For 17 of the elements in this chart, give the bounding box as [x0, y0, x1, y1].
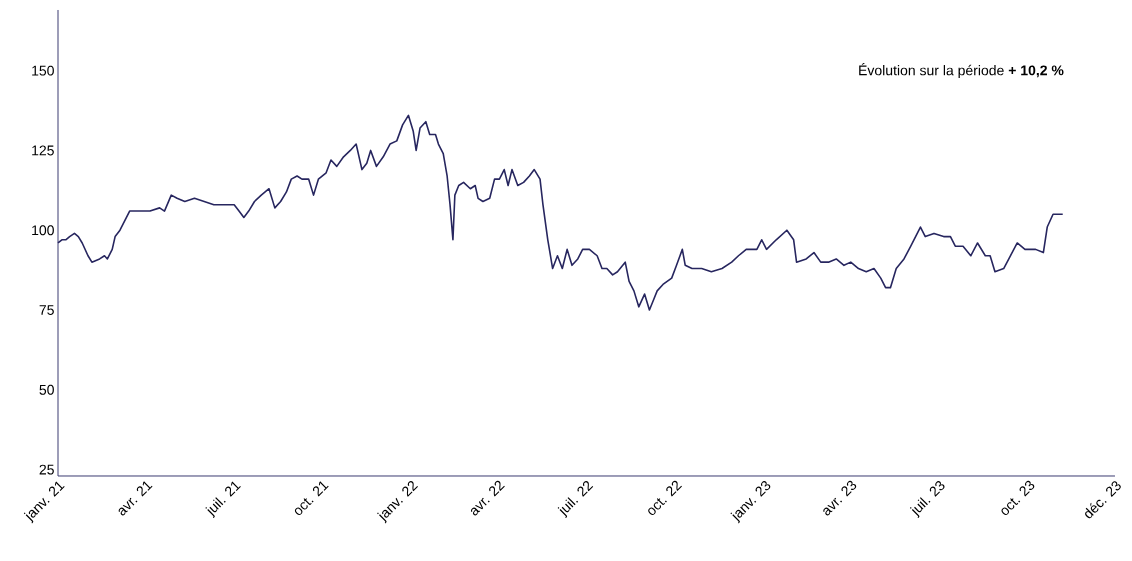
y-tick-label: 100	[32, 225, 54, 236]
x-tick-label: oct. 23	[1001, 480, 1035, 516]
y-tick-label: 125	[32, 145, 54, 156]
y-tick-label: 25	[39, 464, 54, 475]
x-tick-label: oct. 22	[648, 480, 682, 516]
x-tick-label: avr. 23	[823, 480, 857, 516]
x-tick-label: déc. 23	[1085, 481, 1121, 519]
y-tick-label: 150	[32, 65, 54, 76]
x-tick-label: juil. 22	[557, 481, 594, 519]
x-tick-label: juil. 23	[909, 481, 945, 519]
x-tick-label: oct. 21	[294, 481, 329, 516]
y-tick-label: 75	[39, 305, 54, 315]
y-tick-label: 50	[39, 384, 54, 395]
x-tick-label: avr. 22	[470, 480, 505, 516]
annotation: Évolution sur la période + 10,2 %	[859, 63, 1064, 79]
x-tick-label: juil. 21	[205, 481, 241, 519]
x-tick-label: avr. 21	[118, 481, 153, 516]
